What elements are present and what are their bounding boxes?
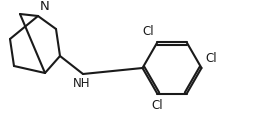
Text: Cl: Cl: [143, 25, 154, 38]
Text: Cl: Cl: [205, 52, 217, 65]
Text: Cl: Cl: [152, 99, 163, 112]
Text: N: N: [40, 0, 50, 13]
Text: NH: NH: [73, 77, 91, 90]
